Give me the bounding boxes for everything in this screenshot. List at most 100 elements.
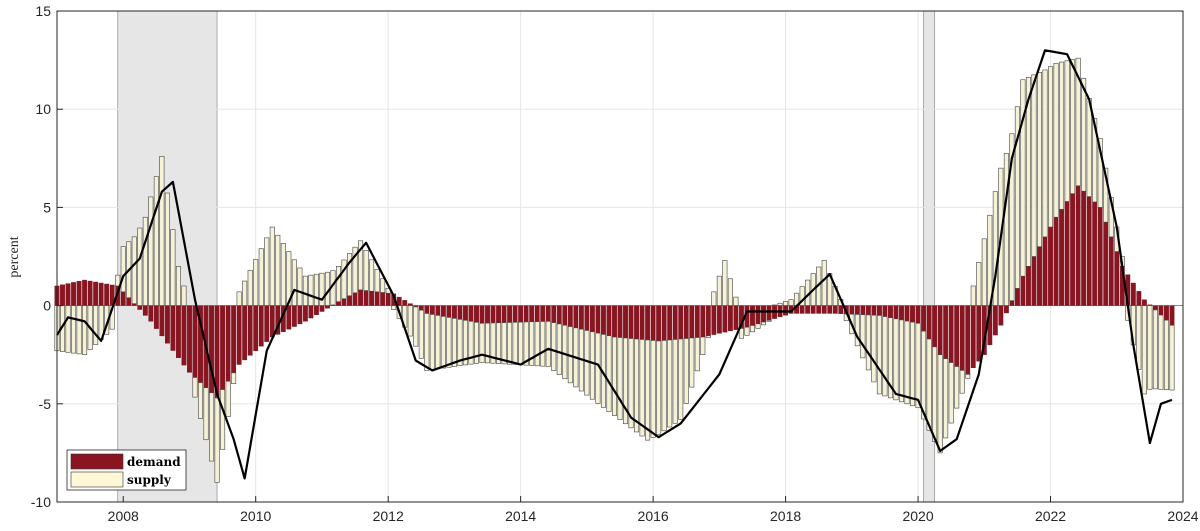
supply-bar	[358, 240, 364, 291]
demand-bar	[479, 305, 485, 324]
demand-bar	[308, 305, 314, 319]
supply-bar	[606, 335, 612, 412]
supply-bar	[761, 321, 767, 326]
demand-bar	[187, 305, 192, 373]
supply-bar	[71, 305, 77, 354]
supply-bar	[1036, 72, 1042, 247]
supply-bar	[722, 260, 728, 306]
supply-bar	[656, 340, 662, 435]
demand-bar	[1042, 236, 1048, 306]
demand-bar	[507, 305, 513, 323]
demand-bar	[286, 305, 292, 330]
supply-bar	[976, 262, 982, 306]
demand-bar	[463, 305, 468, 321]
demand-bar	[667, 305, 673, 341]
x-tick-label: 2022	[1035, 508, 1066, 524]
demand-bar	[93, 281, 99, 306]
supply-bar	[485, 322, 491, 364]
demand-bar	[1158, 305, 1164, 316]
supply-bar	[937, 354, 943, 454]
supply-bar	[749, 325, 755, 333]
demand-bar	[595, 305, 601, 334]
demand-bar	[910, 305, 915, 323]
demand-bar	[402, 300, 408, 306]
supply-bar	[479, 322, 485, 363]
demand-bar	[694, 305, 700, 338]
demand-bar	[1020, 275, 1026, 306]
supply-bar	[380, 278, 386, 293]
supply-bar	[518, 321, 524, 366]
supply-bar	[313, 273, 319, 306]
supply-bar	[1009, 133, 1015, 301]
demand-bar	[832, 305, 838, 314]
supply-bar	[490, 322, 496, 364]
supply-bar	[1152, 309, 1158, 390]
supply-bar	[932, 346, 938, 442]
legend: demand supply	[66, 449, 187, 491]
demand-bar	[347, 295, 352, 306]
legend-swatch-demand	[70, 453, 124, 470]
supply-bar	[291, 259, 297, 306]
demand-bar	[1070, 193, 1076, 306]
demand-bar	[766, 305, 772, 321]
supply-bar	[716, 275, 722, 306]
supply-bar	[468, 321, 474, 365]
supply-bar	[694, 337, 700, 372]
demand-bar	[148, 305, 154, 322]
y-axis-label: percent	[7, 236, 22, 277]
demand-bar	[60, 284, 65, 306]
supply-bar	[943, 358, 949, 439]
supply-bar	[738, 328, 744, 339]
supply-bar	[821, 260, 827, 306]
demand-bar	[490, 305, 496, 324]
demand-bar	[816, 305, 822, 314]
supply-bar	[148, 196, 154, 306]
supply-bar	[308, 274, 314, 306]
demand-bar	[534, 305, 540, 322]
supply-bar	[744, 326, 750, 336]
supply-bar	[733, 296, 739, 306]
supply-bar	[981, 238, 987, 306]
supply-bar	[131, 236, 137, 304]
demand-bar	[733, 305, 739, 330]
demand-bar	[1037, 246, 1042, 306]
demand-bar	[236, 305, 242, 365]
supply-bar	[242, 280, 248, 306]
supply-bar	[120, 246, 126, 293]
x-tick-label: 2008	[108, 508, 139, 524]
supply-bar	[435, 315, 441, 370]
demand-bar	[512, 305, 518, 323]
supply-bar	[1059, 61, 1065, 210]
demand-bar	[159, 305, 165, 337]
demand-bar	[589, 305, 595, 332]
supply-bar	[214, 397, 220, 483]
supply-bar	[667, 339, 673, 428]
demand-bar	[523, 305, 529, 323]
supply-bar	[910, 321, 916, 407]
supply-bar	[623, 337, 629, 425]
demand-bar	[1081, 190, 1087, 306]
supply-bar	[523, 321, 529, 366]
supply-bar	[639, 339, 645, 437]
demand-bar	[247, 305, 253, 356]
legend-label-demand: demand	[127, 455, 181, 469]
supply-bar	[954, 366, 960, 409]
supply-bar	[915, 322, 921, 409]
x-tick-label: 2012	[373, 508, 404, 524]
demand-bar	[1015, 288, 1020, 306]
demand-bar	[893, 305, 899, 319]
supply-bar	[247, 269, 253, 306]
supply-bar	[473, 321, 479, 364]
supply-bar	[369, 259, 375, 292]
demand-bar	[854, 305, 860, 315]
demand-bar	[860, 305, 866, 315]
demand-bar	[192, 305, 198, 378]
supply-bar	[153, 176, 159, 306]
supply-bar	[634, 338, 640, 433]
demand-bar	[369, 290, 375, 306]
supply-bar	[683, 338, 689, 404]
demand-bar	[176, 305, 181, 358]
demand-bar	[617, 305, 623, 338]
supply-bar	[1070, 59, 1076, 194]
demand-bar	[1097, 207, 1103, 306]
